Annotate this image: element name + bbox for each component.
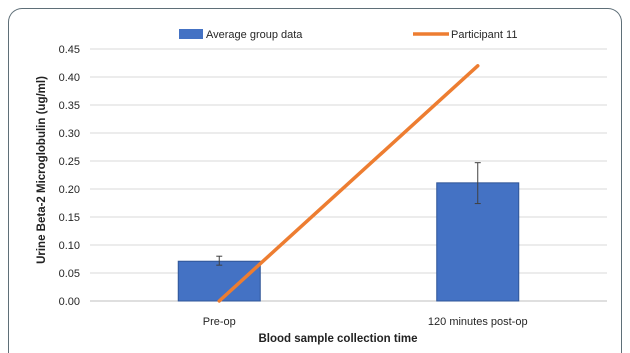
y-tick-label: 0.30 [59, 128, 80, 140]
legend-label-participant: Participant 11 [451, 29, 517, 41]
series-lines [217, 64, 480, 303]
y-tick-label: 0.25 [59, 156, 80, 168]
y-tick-label: 0.00 [59, 296, 80, 308]
legend-label-average: Average group data [206, 29, 303, 41]
error-bars [216, 162, 481, 266]
y-tick-label: 0.05 [59, 268, 80, 280]
x-axis-title: Blood sample collection time [258, 333, 417, 345]
series-line-participant [217, 64, 480, 303]
figure-frame [8, 8, 622, 353]
y-tick-label: 0.20 [59, 184, 80, 196]
y-axis-ticks: 0.00 0.05 0.10 0.15 0.20 0.25 0.30 0.35 0.40 0.45 [59, 44, 80, 308]
bar [177, 260, 261, 302]
y-axis-title: Urine Beta-2 Microglobulin (ug/ml) [36, 76, 48, 264]
chart: 0.00 0.05 0.10 0.15 0.20 0.25 0.30 0.35 0.40 0.45… [36, 29, 607, 345]
y-tick-label: 0.15 [59, 212, 80, 224]
y-tick-label: 0.10 [59, 240, 80, 252]
x-axis-ticks: Pre-op 120 minutes post-op [203, 316, 528, 328]
x-tick-label: Pre-op [203, 316, 236, 328]
bars [177, 182, 520, 302]
gridlines [90, 48, 607, 302]
legend-swatch-average [179, 29, 203, 39]
legend: Average group data Participant 11 [179, 29, 517, 41]
y-tick-label: 0.40 [59, 72, 80, 84]
x-tick-label: 120 minutes post-op [428, 316, 528, 328]
y-tick-label: 0.45 [59, 44, 80, 56]
y-tick-label: 0.35 [59, 100, 80, 112]
